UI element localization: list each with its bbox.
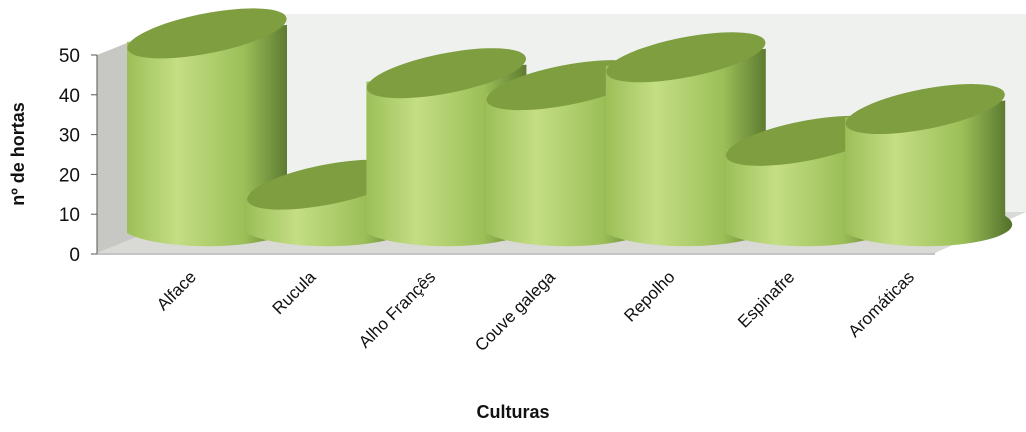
y-tick-label: 40 [59, 86, 80, 107]
bar-top [845, 84, 1005, 135]
bar-top [127, 8, 287, 59]
bar-arom-ticas [845, 84, 1013, 247]
y-axis-title: nº de hortas [8, 102, 28, 206]
bars [127, 8, 1013, 247]
y-tick-labels: 0 10 20 30 40 50 [59, 46, 97, 266]
y-tick-label: 50 [59, 46, 80, 67]
x-tick-label: Rucula [269, 267, 320, 318]
y-tick-label: 30 [59, 126, 80, 147]
x-tick-label: Repolho [620, 267, 678, 325]
bar-body [845, 100, 1013, 247]
x-tick-labels: Alface Rucula Alho Françês Couve galega Repo… [153, 267, 918, 355]
bar-body [127, 24, 294, 247]
x-axis-title: Culturas [476, 402, 549, 422]
y-tick-label: 20 [59, 165, 80, 186]
bar-top [606, 32, 766, 83]
y-tick-label: 10 [59, 205, 80, 226]
x-tick-label: Alface [153, 267, 200, 314]
x-tick-label: Aromáticas [844, 267, 918, 341]
bar-top [366, 48, 527, 99]
x-tick-label: Espinafre [734, 267, 798, 331]
y-tick-label: 0 [69, 245, 80, 266]
bar-alface [127, 8, 294, 247]
x-tick-label: Alho Françês [355, 267, 439, 351]
x-tick-label: Couve galega [471, 267, 559, 355]
y-axis [96, 55, 935, 255]
